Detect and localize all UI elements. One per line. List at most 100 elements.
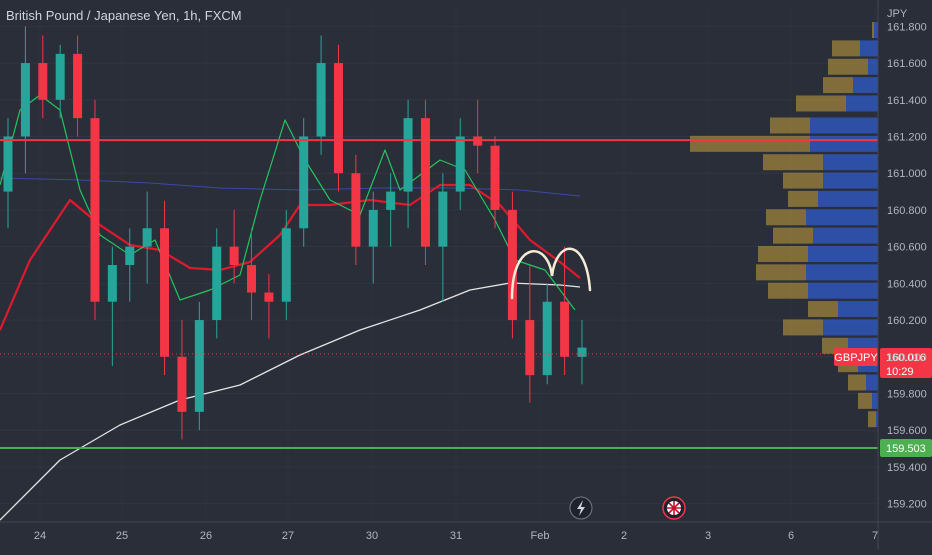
candle-body xyxy=(438,191,448,247)
candle-body xyxy=(125,246,135,265)
volume-profile-buy-bar xyxy=(806,209,878,226)
y-tick-label: 161.400 xyxy=(887,95,927,107)
y-tick-label: 161.000 xyxy=(887,168,927,180)
price-tag-symbol-box xyxy=(834,348,878,366)
volume-profile-buy-bar xyxy=(823,319,878,336)
candle-body xyxy=(229,246,239,265)
y-tick-label: 159.800 xyxy=(887,389,927,401)
candle-body xyxy=(299,136,309,229)
volume-profile-buy-bar xyxy=(838,301,878,318)
candle-body xyxy=(264,292,274,302)
volume-profile-sell-bar xyxy=(808,301,838,318)
candle-body xyxy=(3,136,13,192)
volume-profile-buy-bar xyxy=(823,154,878,171)
volume-profile-sell-bar xyxy=(783,319,823,336)
candle-body xyxy=(525,320,535,376)
candle-body xyxy=(420,118,430,247)
volume-profile-buy-bar xyxy=(874,22,878,39)
volume-profile-sell-bar xyxy=(832,40,860,57)
volume-profile-sell-bar xyxy=(763,154,823,171)
x-tick-label: 24 xyxy=(34,530,46,542)
support-tag-value: 159.503 xyxy=(886,443,926,455)
y-tick-label: 160.000 xyxy=(887,352,927,364)
y-tick-label: 161.600 xyxy=(887,58,927,70)
y-tick-label: 160.800 xyxy=(887,205,927,217)
volume-profile-sell-bar xyxy=(796,95,846,112)
candle-body xyxy=(90,118,100,302)
volume-profile-sell-bar xyxy=(872,22,874,39)
price-tag-symbol: GBPJPY xyxy=(834,352,878,364)
y-tick-label: 161.800 xyxy=(887,21,927,33)
candle-body xyxy=(351,173,361,247)
candle-body xyxy=(55,53,65,100)
volume-profile-sell-bar xyxy=(756,264,806,281)
volume-profile-buy-bar xyxy=(813,227,878,244)
x-tick-label: Feb xyxy=(531,530,550,542)
volume-profile-sell-bar xyxy=(848,374,866,391)
y-axis-currency: JPY xyxy=(887,8,908,20)
y-tick-label: 159.200 xyxy=(887,499,927,511)
candle-body xyxy=(107,265,117,302)
volume-profile-sell-bar xyxy=(868,411,876,428)
candle-body xyxy=(455,136,465,192)
y-tick-label: 161.200 xyxy=(887,132,927,144)
volume-profile-buy-bar xyxy=(818,190,878,207)
candle-body xyxy=(20,63,30,137)
ma-fast-line xyxy=(0,94,576,311)
candle-body xyxy=(142,228,152,247)
candle-body xyxy=(386,191,396,210)
candle-body xyxy=(403,118,413,192)
volume-profile-buy-bar xyxy=(868,58,878,75)
candle-body xyxy=(368,209,378,247)
x-tick-label: 25 xyxy=(116,530,128,542)
x-tick-label: 31 xyxy=(450,530,462,542)
volume-profile-sell-bar xyxy=(770,117,810,134)
volume-profile-buy-bar xyxy=(860,40,878,57)
volume-profile-buy-bar xyxy=(808,282,878,299)
volume-profile-buy-bar xyxy=(806,264,878,281)
price-tag-box xyxy=(880,348,932,378)
support-tag-box xyxy=(880,439,932,458)
price-tag-value: 160.016 xyxy=(886,352,926,364)
candle-body xyxy=(333,63,343,174)
volume-profile-sell-bar xyxy=(773,227,813,244)
volume-profile-sell-bar xyxy=(828,58,868,75)
volume-profile-buy-bar xyxy=(872,392,878,409)
volume-profile-buy-bar xyxy=(876,411,878,428)
lightning-icon-glyph xyxy=(577,500,585,516)
volume-profile-sell-bar xyxy=(783,172,823,189)
uk-flag-icon-cross xyxy=(667,501,681,515)
volume-profile-sell-bar xyxy=(766,209,806,226)
candle-body xyxy=(490,145,500,210)
x-tick-label: 7 xyxy=(872,530,878,542)
volume-profile-buy-bar xyxy=(823,172,878,189)
volume-profile-sell-bar xyxy=(788,190,818,207)
volume-profile-buy-bar xyxy=(808,245,878,262)
candle-body xyxy=(73,53,83,119)
x-tick-label: 30 xyxy=(366,530,378,542)
price-tag-countdown: 10:29 xyxy=(886,366,914,378)
x-tick-label: 27 xyxy=(282,530,294,542)
x-tick-label: 2 xyxy=(621,530,627,542)
candle-body xyxy=(212,246,222,321)
candle-body xyxy=(160,228,170,357)
volume-profile-buy-bar xyxy=(810,117,878,134)
x-tick-label: 6 xyxy=(788,530,794,542)
x-tick-label: 26 xyxy=(200,530,212,542)
volume-profile-sell-bar xyxy=(768,282,808,299)
candle-body xyxy=(281,228,291,302)
y-tick-label: 160.200 xyxy=(887,315,927,327)
y-tick-label: 159.400 xyxy=(887,462,927,474)
volume-profile-sell-bar xyxy=(858,392,872,409)
candle-body xyxy=(194,320,204,412)
candle-body xyxy=(542,301,552,376)
y-tick-label: 160.600 xyxy=(887,242,927,254)
x-tick-label: 3 xyxy=(705,530,711,542)
candle-body xyxy=(507,209,517,321)
volume-profile-sell-bar xyxy=(690,135,810,152)
candle-body xyxy=(247,265,257,293)
candle-body xyxy=(577,347,587,357)
double-top-drawing xyxy=(510,247,592,300)
